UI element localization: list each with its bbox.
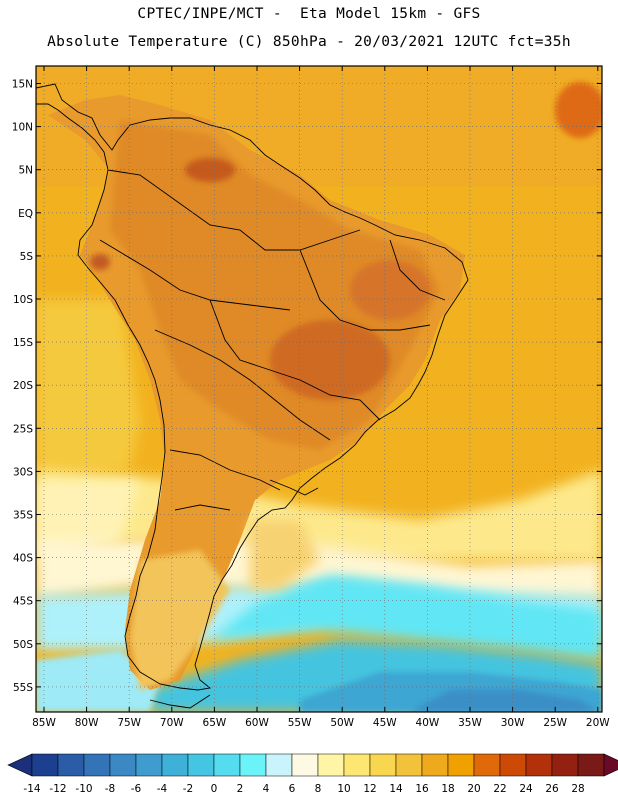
lat-label-35s: 35S	[13, 510, 33, 522]
colorbar-swatch-0	[31, 753, 59, 777]
colorbar-label: 8	[315, 783, 322, 795]
colorbar-label: 4	[263, 783, 270, 795]
lat-label-5n: 5N	[18, 165, 33, 177]
color-scale-bar: -14 -12 -10 -8 -6 -4 -2 0 2 4 6 8 10 12 14 16 18 20 22 24 26…	[7, 753, 618, 795]
lat-label-55s: 55S	[13, 682, 33, 694]
lon-label-30w: 30W	[501, 717, 525, 729]
colorbar-label: 0	[211, 783, 218, 795]
colorbar-label: 16	[415, 783, 429, 795]
map-frame	[35, 65, 603, 713]
lat-label-40s: 40S	[13, 553, 33, 565]
colorbar-swatch-4	[135, 753, 163, 777]
lon-label-70w: 70W	[160, 717, 184, 729]
latitude-labels: 15N 10N 5N EQ 5S 10S 15S 20S 25S 30S 35S 40S 45S 50S 5…	[12, 79, 34, 694]
colorbar-swatch-20	[551, 753, 579, 777]
color-scale-boxes	[7, 753, 618, 777]
axis-ticks	[36, 66, 602, 712]
lon-label-50w: 50W	[330, 717, 354, 729]
lat-label-25s: 25S	[13, 423, 33, 435]
colorbar-label: -8	[105, 783, 115, 795]
lon-label-45w: 45W	[373, 717, 397, 729]
colorbar-swatch-17	[473, 753, 501, 777]
colorbar-swatch-9	[265, 753, 293, 777]
colorbar-label: 14	[389, 783, 403, 795]
colorbar-swatch-6	[187, 753, 215, 777]
colorbar-label: 28	[571, 783, 584, 795]
colorbar-swatch-18	[499, 753, 527, 777]
color-scale-labels: -14 -12 -10 -8 -6 -4 -2 0 2 4 6 8 10 12 14 16 18 20 22 24 26…	[23, 783, 584, 795]
colorbar-label: -4	[157, 783, 168, 795]
lat-label-50s: 50S	[13, 639, 33, 651]
colorbar-swatch-14	[395, 753, 423, 777]
colorbar-low-arrow	[7, 753, 33, 777]
colorbar-swatch-7	[213, 753, 241, 777]
lon-label-40w: 40W	[416, 717, 440, 729]
colorbar-label: 10	[337, 783, 350, 795]
lat-label-15s: 15S	[13, 337, 33, 349]
colorbar-swatch-2	[83, 753, 111, 777]
colorbar-swatch-21	[577, 753, 605, 777]
lon-label-80w: 80W	[75, 717, 99, 729]
colorbar-label: 18	[441, 783, 454, 795]
lat-label-10s: 10S	[13, 294, 33, 306]
lat-label-20s: 20S	[13, 380, 33, 392]
colorbar-label: 6	[289, 783, 296, 795]
lon-label-65w: 65W	[203, 717, 227, 729]
lon-label-60w: 60W	[245, 717, 269, 729]
colorbar-swatch-10	[291, 753, 319, 777]
colorbar-high-arrow	[603, 753, 618, 777]
colorbar-swatch-19	[525, 753, 553, 777]
temperature-field	[36, 66, 602, 712]
lon-label-20w: 20W	[586, 717, 610, 729]
map-subtitle: Absolute Temperature (C) 850hPa - 20/03/…	[47, 34, 571, 50]
colorbar-swatch-16	[447, 753, 475, 777]
colorbar-label: -12	[49, 783, 66, 795]
colorbar-label: -2	[183, 783, 193, 795]
colorbar-label: 22	[493, 783, 506, 795]
colorbar-label: 12	[363, 783, 376, 795]
colorbar-swatch-13	[369, 753, 397, 777]
map-title: CPTEC/INPE/MCT - Eta Model 15km - GFS	[137, 6, 481, 22]
colorbar-swatch-5	[161, 753, 189, 777]
lon-label-55w: 55W	[288, 717, 312, 729]
lat-label-5s: 5S	[20, 251, 34, 263]
colorbar-label: -6	[131, 783, 142, 795]
colorbar-swatch-12	[343, 753, 371, 777]
longitude-labels: 85W 80W 75W 70W 65W 60W 55W 50W 45W 40W 35W 30W 25W 2…	[32, 717, 610, 729]
colorbar-label: 2	[237, 783, 244, 795]
colorbar-label: -14	[23, 783, 40, 795]
colorbar-label: 20	[467, 783, 480, 795]
colorbar-swatch-1	[57, 753, 85, 777]
colorbar-label: -10	[75, 783, 92, 795]
colorbar-label: 24	[519, 783, 533, 795]
colorbar-swatch-11	[317, 753, 345, 777]
lat-label-eq: EQ	[18, 208, 33, 220]
colorbar-label: 26	[545, 783, 559, 795]
lon-label-25w: 25W	[543, 717, 567, 729]
colorbar-swatch-15	[421, 753, 449, 777]
lon-label-85w: 85W	[32, 717, 56, 729]
coastlines	[36, 83, 469, 709]
lon-label-75w: 75W	[117, 717, 141, 729]
lon-label-35w: 35W	[458, 717, 482, 729]
colorbar-swatch-3	[109, 753, 137, 777]
lat-label-10n: 10N	[12, 122, 33, 134]
colorbar-swatch-8	[239, 753, 267, 777]
lat-label-15n: 15N	[12, 79, 33, 91]
lat-label-45s: 45S	[13, 596, 33, 608]
lat-label-30s: 30S	[13, 466, 33, 478]
temperature-map: 15N 10N 5N EQ 5S 10S 15S 20S 25S 30S 35S 40S 45S 50S 5…	[12, 65, 610, 729]
